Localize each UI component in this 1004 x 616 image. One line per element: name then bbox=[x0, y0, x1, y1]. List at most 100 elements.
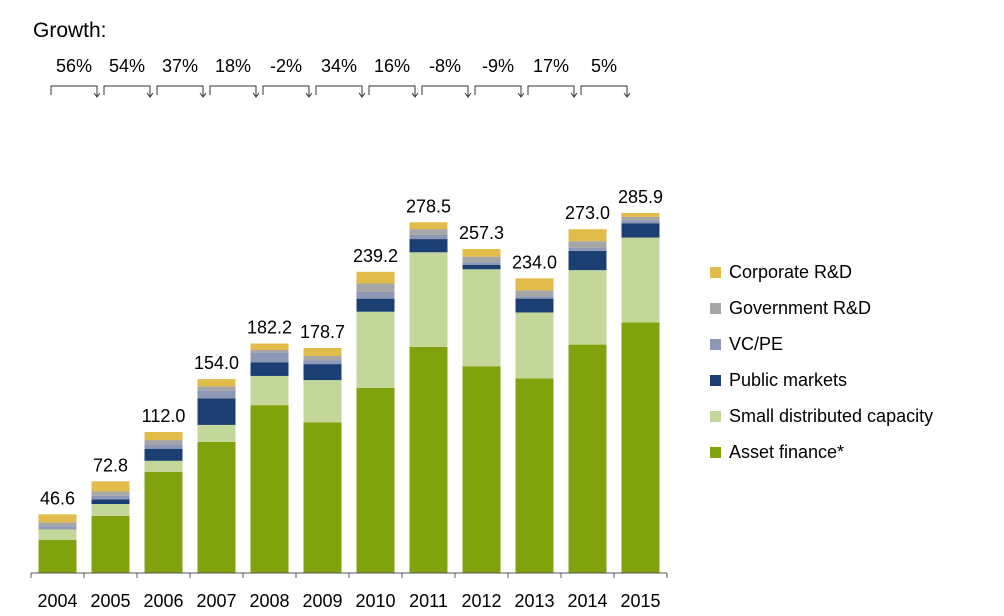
growth-label: 18% bbox=[215, 56, 251, 76]
bar-segment bbox=[38, 526, 77, 529]
bar-segment bbox=[197, 386, 236, 391]
growth-label: 17% bbox=[533, 56, 569, 76]
bar-segment bbox=[568, 241, 607, 248]
x-tick-label: 2006 bbox=[143, 591, 183, 611]
bar-segment bbox=[91, 481, 130, 492]
bar-segment bbox=[303, 347, 342, 357]
growth-bracket bbox=[580, 85, 628, 96]
growth-arrow bbox=[517, 92, 525, 98]
bar-segment bbox=[250, 352, 289, 363]
bar-segment bbox=[621, 322, 660, 573]
bar-segment bbox=[197, 390, 236, 399]
growth-bracket bbox=[262, 85, 310, 96]
bar-segment bbox=[409, 222, 448, 230]
legend-item: Corporate R&D bbox=[710, 254, 933, 290]
growth-label: 5% bbox=[591, 56, 617, 76]
bar-segment bbox=[409, 234, 448, 240]
growth-bracket bbox=[209, 85, 257, 96]
x-axis: 2004 2005 2006 2007 2008 2009 2010 2011 2012 2013… bbox=[30, 572, 668, 611]
legend-swatch bbox=[710, 374, 721, 386]
bar-segment bbox=[303, 380, 342, 423]
bar-segment bbox=[568, 270, 607, 345]
growth-label: 56% bbox=[56, 56, 92, 76]
growth-label: -9% bbox=[482, 56, 514, 76]
growth-arrow bbox=[146, 92, 154, 98]
x-tick-label: 2012 bbox=[461, 591, 501, 611]
growth-row: 56% 54% 37% 18% -2% 34% 16% -8% -9% 17% 5% bbox=[50, 56, 631, 98]
total-label: 273.0 bbox=[565, 203, 610, 223]
bar-segment bbox=[568, 344, 607, 573]
legend-item: Small distributed capacity bbox=[710, 398, 933, 434]
growth-arrow bbox=[93, 92, 101, 98]
bar-segment bbox=[144, 440, 183, 445]
bar-segment bbox=[250, 362, 289, 376]
bar-segment bbox=[409, 229, 448, 235]
growth-arrow bbox=[411, 92, 419, 98]
total-label: 112.0 bbox=[142, 406, 186, 426]
bar-segment bbox=[356, 291, 395, 299]
bar-segment bbox=[303, 360, 342, 365]
growth-arrow bbox=[623, 92, 631, 98]
growth-arrow bbox=[570, 92, 578, 98]
legend-label: Corporate R&D bbox=[729, 262, 853, 282]
legend-item: Public markets bbox=[710, 362, 933, 398]
x-tick-label: 2013 bbox=[514, 591, 554, 611]
bar-segment bbox=[144, 471, 183, 573]
total-label: 72.8 bbox=[93, 455, 128, 475]
bar-segment bbox=[356, 311, 395, 388]
bar-segment bbox=[91, 515, 130, 573]
legend-label: Government R&D bbox=[729, 298, 872, 318]
bar-segment bbox=[91, 499, 130, 504]
bar-segment bbox=[197, 441, 236, 573]
growth-bracket bbox=[315, 85, 363, 96]
legend: Corporate R&D Government R&D VC/PE Public m… bbox=[710, 254, 933, 470]
bar-segment bbox=[38, 529, 77, 541]
legend-item: Asset finance* bbox=[710, 434, 933, 470]
growth-bracket bbox=[421, 85, 469, 96]
bar-segment bbox=[144, 444, 183, 449]
bar-segment bbox=[621, 213, 660, 217]
bar-segment bbox=[462, 366, 501, 573]
total-label: 182.2 bbox=[247, 318, 292, 338]
x-tick-label: 2011 bbox=[409, 591, 448, 611]
legend-item: Government R&D bbox=[710, 290, 933, 326]
bar-segment bbox=[409, 239, 448, 253]
total-label: 257.3 bbox=[459, 223, 504, 243]
growth-bracket bbox=[156, 85, 204, 96]
x-tick-label: 2008 bbox=[249, 591, 289, 611]
total-label: 285.9 bbox=[618, 187, 663, 207]
bar-segment bbox=[409, 346, 448, 573]
growth-arrow bbox=[358, 92, 366, 98]
legend-swatch bbox=[710, 410, 721, 422]
bar-segment bbox=[91, 503, 130, 516]
bar-segment bbox=[621, 223, 660, 238]
legend-swatch bbox=[710, 266, 721, 278]
legend-swatch bbox=[710, 446, 721, 458]
x-tick-label: 2007 bbox=[196, 591, 236, 611]
bar-segment bbox=[303, 356, 342, 361]
legend-label: Asset finance* bbox=[729, 442, 845, 462]
bar-segment bbox=[568, 247, 607, 251]
bar-segment bbox=[197, 424, 236, 442]
bar-segment bbox=[621, 216, 660, 221]
growth-bracket bbox=[527, 85, 575, 96]
bar-segment bbox=[38, 540, 77, 573]
growth-arrow bbox=[305, 92, 313, 98]
bar-segment bbox=[462, 269, 501, 367]
total-label: 239.2 bbox=[353, 246, 398, 266]
x-tick-label: 2004 bbox=[37, 591, 77, 611]
total-label: 46.6 bbox=[40, 488, 75, 508]
total-label: 178.7 bbox=[300, 322, 345, 342]
growth-bracket bbox=[474, 85, 522, 96]
bar-segment bbox=[462, 264, 501, 270]
bar-segment bbox=[356, 283, 395, 292]
growth-label: 16% bbox=[374, 56, 410, 76]
growth-label: -8% bbox=[429, 56, 461, 76]
x-tick-label: 2010 bbox=[355, 591, 395, 611]
total-label: 154.0 bbox=[194, 353, 239, 373]
bar-segment bbox=[462, 256, 501, 263]
bar-segment bbox=[197, 379, 236, 387]
growth-bracket bbox=[368, 85, 416, 96]
bar-segment bbox=[303, 422, 342, 573]
